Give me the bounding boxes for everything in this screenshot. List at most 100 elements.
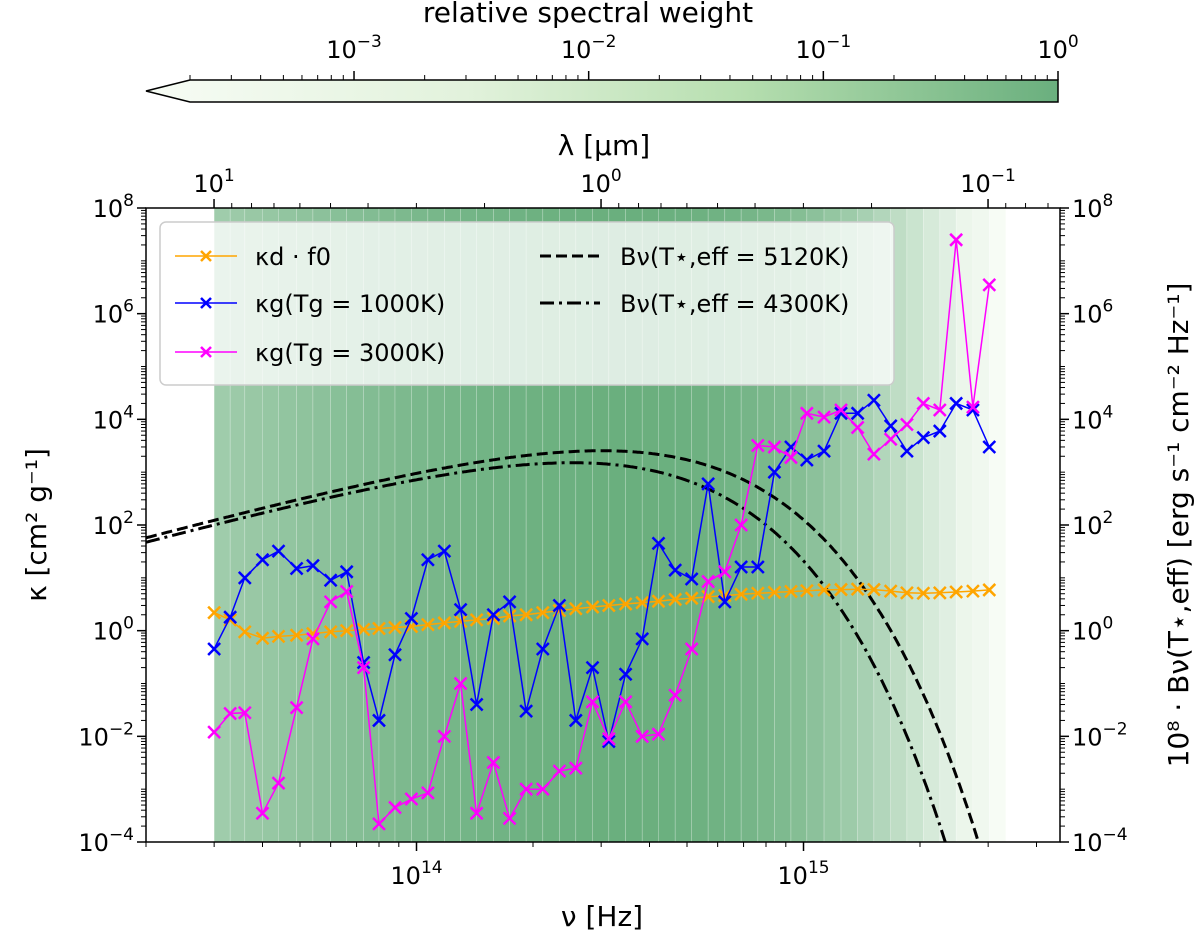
series-point-kappa_g_1000 xyxy=(684,572,699,586)
series-point-kappa_g_3000 xyxy=(486,755,501,770)
series-point-kappa_g_1000 xyxy=(799,453,814,467)
series-point-kappa_g_1000 xyxy=(535,642,550,656)
series-point-kappa_d_f0 xyxy=(585,600,600,614)
series-point-kappa_g_3000 xyxy=(388,800,402,815)
weight-band-47 xyxy=(988,208,1007,842)
series-kappa_d_f0 xyxy=(207,582,997,646)
series-point-kappa_d_f0 xyxy=(799,583,814,598)
weight-band-43 xyxy=(923,208,941,842)
series-point-kappa_g_1000 xyxy=(420,552,435,567)
x-axis-title: ν [Hz] xyxy=(561,900,643,933)
series-point-kappa_g_1000 xyxy=(356,655,371,670)
series-point-kappa_d_f0 xyxy=(850,582,865,597)
series-point-kappa_g_3000 xyxy=(356,660,371,675)
series-point-kappa_g_3000 xyxy=(834,403,848,417)
series-point-kappa_d_f0 xyxy=(207,605,222,620)
legend: κd · f0 κg(Tg = 1000K) κg(Tg = 3000K) Bν… xyxy=(159,221,895,386)
series-point-kappa_g_3000 xyxy=(535,782,550,797)
series-point-kappa_g_3000 xyxy=(900,417,914,432)
legend-entry-planck-5120: Bν(T⋆,eff = 5120K) xyxy=(540,243,849,271)
series-point-kappa_g_1000 xyxy=(668,563,683,577)
series-point-kappa_g_3000 xyxy=(372,817,386,831)
series-point-kappa_d_f0 xyxy=(916,586,931,601)
series-point-kappa_g_3000 xyxy=(519,782,534,797)
series-point-kappa_d_f0 xyxy=(372,621,386,636)
series-point-kappa_g_3000 xyxy=(799,406,814,421)
series-point-kappa_g_1000 xyxy=(834,406,848,421)
series-point-kappa_g_3000 xyxy=(453,676,468,691)
legend-entry-kappa-d: κd · f0 xyxy=(175,243,331,271)
series-point-kappa_g_3000 xyxy=(717,564,732,579)
series-point-kappa_d_f0 xyxy=(817,583,831,597)
series-point-kappa_g_3000 xyxy=(207,725,222,740)
y-axis-right-title: 10⁸ · Bν(T⋆,eff) [erg s⁻¹ cm⁻² Hz⁻¹] xyxy=(1162,283,1195,768)
series-point-kappa_d_f0 xyxy=(635,595,650,610)
y-right-tick-label: 106 xyxy=(1072,297,1113,329)
y-left-tick-label: 100 xyxy=(93,614,134,646)
series-point-kappa_g_3000 xyxy=(734,518,749,532)
weight-band-45 xyxy=(955,208,974,842)
series-point-kappa_g_1000 xyxy=(388,647,402,662)
series-point-kappa_g_1000 xyxy=(372,713,386,728)
series-point-kappa_g_1000 xyxy=(717,595,732,609)
y-right-tick-label: 104 xyxy=(1072,402,1113,434)
series-point-kappa_g_3000 xyxy=(271,776,286,791)
series-point-kappa_g_3000 xyxy=(469,806,484,821)
series-point-kappa_g_1000 xyxy=(223,610,238,625)
top-axis-title: λ [μm] xyxy=(558,129,650,162)
colorbar-tick-label: 10−1 xyxy=(796,32,852,64)
series-point-kappa_g_1000 xyxy=(916,430,931,445)
legend-entry-planck-4300: Bν(T⋆,eff = 4300K) xyxy=(540,290,849,318)
legend-entry-kappa-g-1000: κg(Tg = 1000K) xyxy=(175,290,445,318)
series-point-kappa_g_3000 xyxy=(784,450,798,465)
y-left-tick-label: 10−4 xyxy=(78,825,134,857)
colorbar-tick-label: 10−3 xyxy=(326,32,382,64)
series-point-kappa_g_3000 xyxy=(701,574,716,589)
series-point-kappa_d_f0 xyxy=(453,614,468,629)
series-point-kappa_d_f0 xyxy=(339,623,354,638)
series-point-kappa_g_3000 xyxy=(323,595,338,609)
colorbar-label: relative spectral weight xyxy=(423,0,753,29)
series-point-kappa_g_3000 xyxy=(404,792,419,806)
series-point-kappa_d_f0 xyxy=(734,587,749,602)
legend-label-planck-5120: Bν(T⋆,eff = 5120K) xyxy=(620,243,849,271)
series-point-kappa_g_1000 xyxy=(817,444,831,459)
series-point-kappa_g_1000 xyxy=(784,440,798,454)
y-left-tick-label: 102 xyxy=(93,508,134,540)
y-right-tick-label: 100 xyxy=(1072,614,1113,646)
series-point-kappa_g_3000 xyxy=(850,420,865,435)
series-point-kappa_g_1000 xyxy=(734,560,749,574)
series-point-kappa_g_3000 xyxy=(916,396,931,411)
series-point-kappa_d_f0 xyxy=(949,585,964,599)
series-point-kappa_d_f0 xyxy=(502,609,517,623)
axis-ticks: 1014 1015 101 100 10−1 10−4 10−4 10−2 10−2 100 100… xyxy=(78,166,1127,890)
series-point-kappa_g_3000 xyxy=(750,438,765,453)
legend-box xyxy=(159,221,895,386)
colorbar-tick-label: 10−2 xyxy=(561,32,617,64)
series-point-kappa_g_3000 xyxy=(237,705,252,720)
series-point-kappa_g_1000 xyxy=(237,570,252,585)
colorbar-ticks: 10−3 10−2 10−1 100 xyxy=(189,32,1079,80)
planck-curves xyxy=(146,449,980,842)
series-point-kappa_d_f0 xyxy=(982,583,997,597)
series-point-kappa_d_f0 xyxy=(388,620,402,635)
series-point-kappa_d_f0 xyxy=(618,597,633,611)
series-point-kappa_g_1000 xyxy=(339,564,354,579)
series-point-kappa_d_f0 xyxy=(966,584,980,599)
series-point-kappa_g_3000 xyxy=(949,232,964,247)
series-line-kappa_d_f0 xyxy=(213,588,990,639)
series-point-kappa_g_1000 xyxy=(404,611,419,626)
series-point-kappa_d_f0 xyxy=(750,586,765,601)
series-point-kappa_g_3000 xyxy=(255,806,270,821)
series-point-kappa_g_3000 xyxy=(420,786,435,800)
legend-label-kappa-g-3000: κg(Tg = 3000K) xyxy=(255,339,445,367)
y-left-tick-label: 104 xyxy=(93,402,134,434)
series-point-kappa_g_1000 xyxy=(867,393,881,408)
series-point-kappa_g_1000 xyxy=(437,544,452,559)
series-point-kappa_g_3000 xyxy=(289,700,304,715)
series-point-kappa_d_f0 xyxy=(420,617,435,632)
series-point-kappa_d_f0 xyxy=(767,585,782,600)
y-right-tick-label: 102 xyxy=(1072,508,1113,540)
colorbar-gradient xyxy=(145,79,1059,103)
